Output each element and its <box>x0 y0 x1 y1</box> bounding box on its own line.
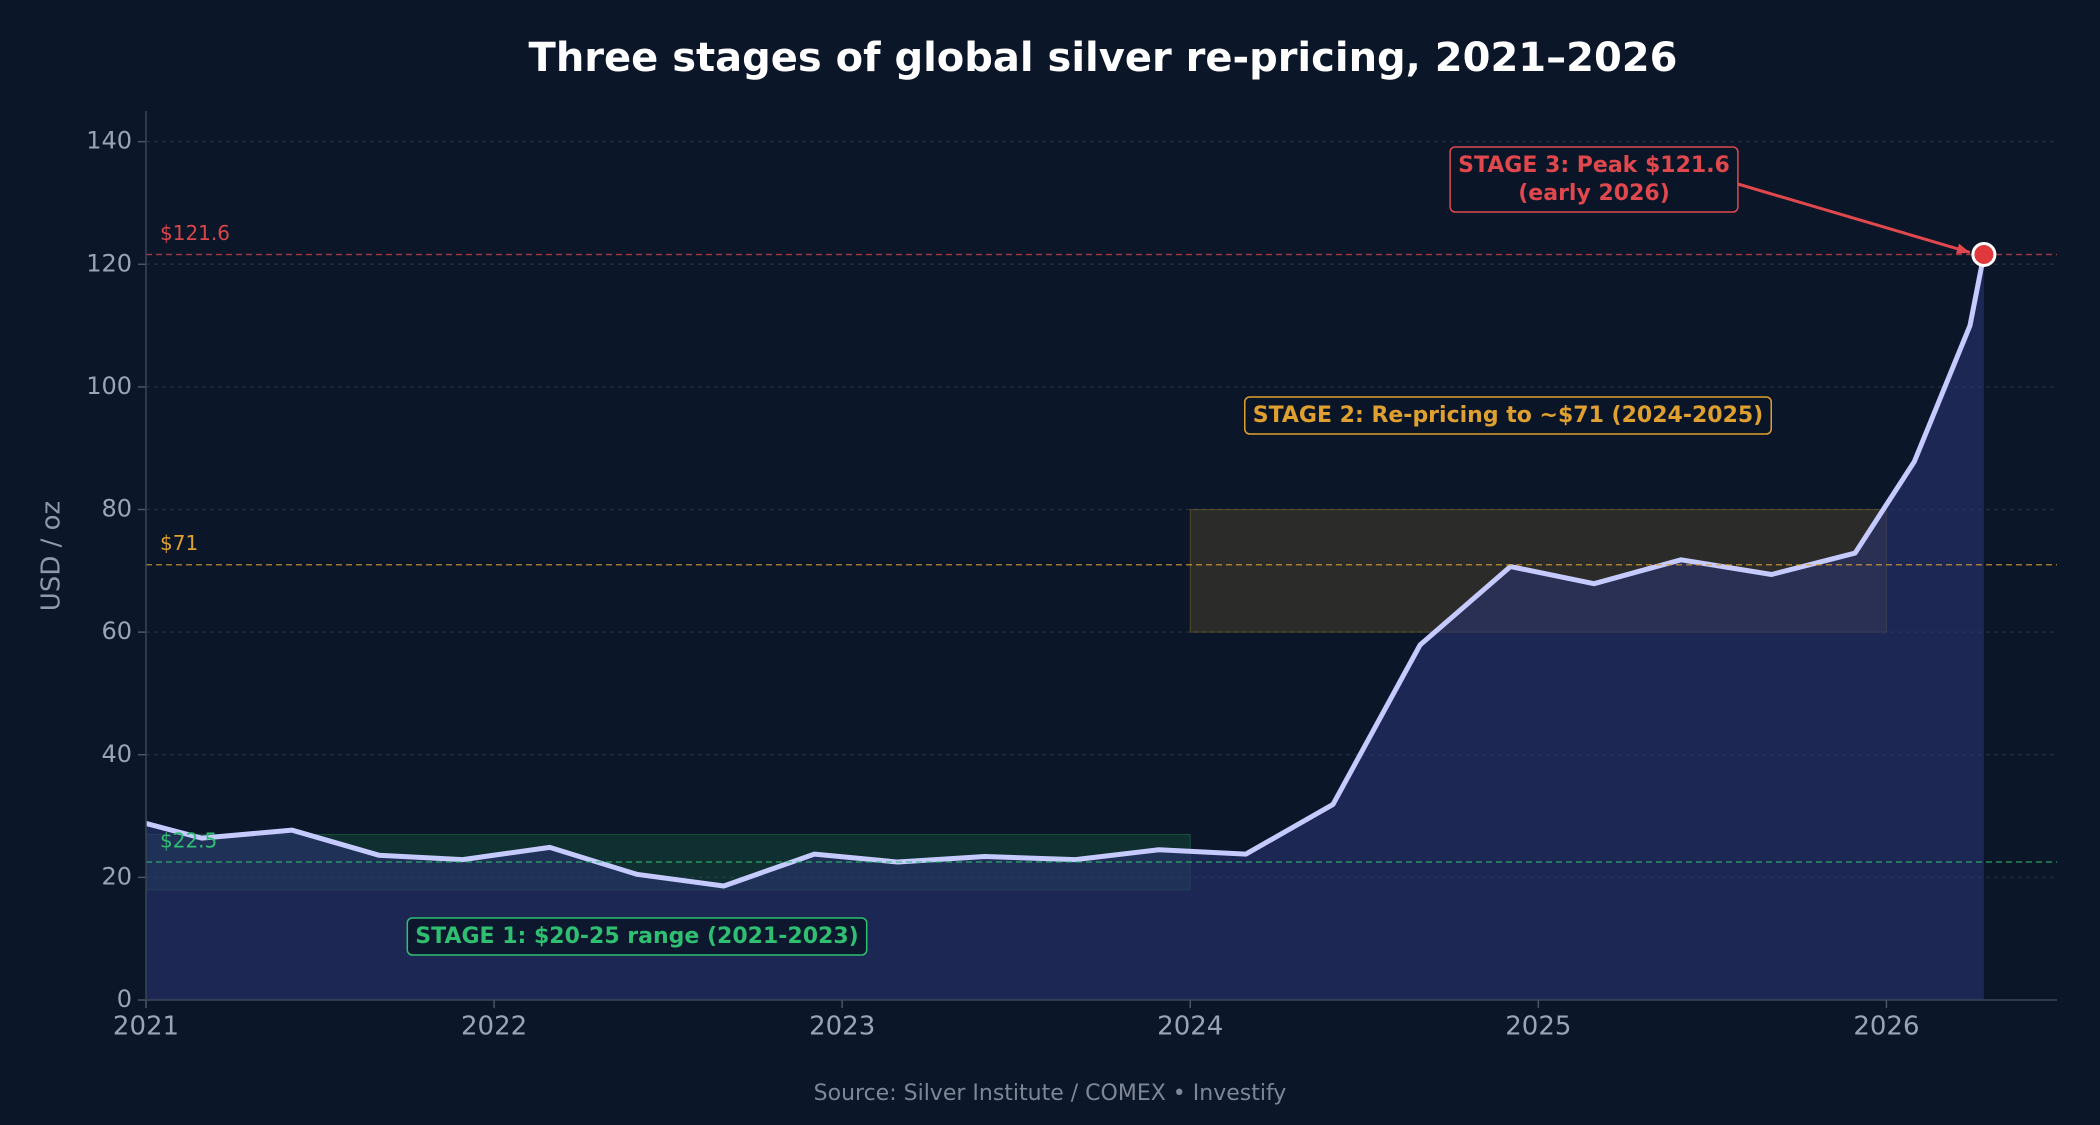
annotation-text: STAGE 3: Peak $121.6 <box>1458 153 1730 178</box>
line <box>145 253 1987 889</box>
annotation: STAGE 1: $20-25 range (2021-2023) <box>406 917 868 956</box>
x-tick-label: 2023 <box>809 1012 875 1042</box>
y-tick-label: 140 <box>86 127 132 155</box>
x-tick-label: 2022 <box>461 1012 527 1042</box>
arrow-head <box>1955 243 1970 255</box>
annotation: STAGE 2: Re-pricing to ~$71 (2024-2025) <box>1244 396 1772 435</box>
reference-label: $71 <box>160 531 198 555</box>
y-tick-label: 100 <box>86 372 132 400</box>
y-tick-label: 40 <box>101 740 132 768</box>
y-axis-label: USD / oz <box>37 501 67 611</box>
annotation-text: (early 2026) <box>1518 181 1670 206</box>
peak-marker <box>1971 241 1997 267</box>
y-tick-label: 120 <box>86 249 132 277</box>
reference-label: $121.6 <box>160 221 230 245</box>
y-tick-label: 0 <box>117 985 132 1013</box>
y-tick-label: 80 <box>101 495 132 523</box>
annotation-arrow <box>1737 182 1971 254</box>
annotation: STAGE 3: Peak $121.6 (early 2026) <box>1449 146 1739 213</box>
x-tick-label: 2024 <box>1157 1012 1223 1042</box>
annotation-text: STAGE 1: $20-25 range (2021-2023) <box>415 924 858 949</box>
annotation-box <box>1244 396 1772 435</box>
annotation-box <box>406 917 868 956</box>
x-tick-label: 2021 <box>113 1012 179 1042</box>
y-tick-label: 20 <box>101 862 132 890</box>
chart-title: Three stages of global silver re-pricing… <box>529 35 1678 81</box>
y-tick-label: 60 <box>101 617 132 645</box>
x-tick-label: 2026 <box>1853 1012 1919 1042</box>
reference-label: $22.5 <box>160 829 217 853</box>
source: Source: Silver Institute / COMEX • Inves… <box>814 1081 1287 1106</box>
x-tick-label: 2025 <box>1505 1012 1571 1042</box>
annotation-box <box>1449 146 1739 213</box>
area <box>146 254 1984 1001</box>
annotation-text: STAGE 2: Re-pricing to ~$71 (2024-2025) <box>1253 403 1763 428</box>
